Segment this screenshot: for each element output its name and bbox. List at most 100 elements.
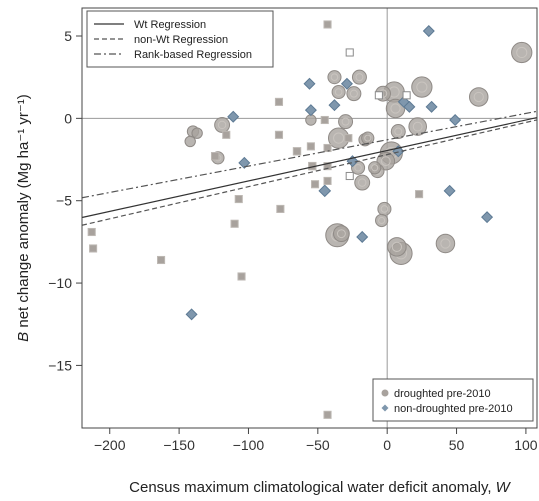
data-point [374, 91, 383, 100]
y-tick-label: −10 [48, 275, 72, 291]
data-point [230, 219, 239, 228]
data-point [415, 190, 424, 199]
x-tick-label: 50 [449, 437, 465, 453]
data-point-inner-ring [349, 89, 358, 98]
data-point [210, 152, 220, 161]
data-point [305, 114, 317, 126]
data-point [351, 69, 367, 85]
data-point-inner-ring [217, 120, 227, 130]
data-point-inner-ring [394, 127, 403, 136]
data-point [157, 255, 166, 265]
x-axis-ticks: −200 −150 −100 −50 0 50 100 [94, 428, 538, 453]
x-tick-label: −150 [163, 437, 195, 453]
data-point [310, 180, 320, 189]
data-point-inner-ring [380, 205, 389, 213]
y-tick-label: 5 [64, 28, 72, 44]
data-point-inner-ring [333, 132, 345, 144]
data-point [323, 20, 332, 29]
reference-lines [82, 8, 537, 428]
data-point [328, 99, 341, 112]
data-points [87, 20, 533, 419]
y-axis-ticks: −15 −10 −5 0 5 [48, 28, 82, 373]
data-point [234, 195, 243, 204]
x-tick-label: 100 [514, 437, 538, 453]
data-point-inner-ring [357, 178, 367, 187]
data-point [345, 171, 354, 181]
data-point [425, 100, 438, 113]
x-axis-title: Census maximum climatological water defi… [129, 479, 512, 496]
x-tick-label: −200 [94, 437, 126, 453]
data-point [323, 143, 332, 153]
legend-line-label: Wt Regression [134, 19, 206, 31]
data-point-inner-ring [391, 241, 403, 252]
x-tick-label: −50 [306, 437, 330, 453]
data-point [89, 244, 98, 253]
data-point-inner-ring [440, 238, 451, 249]
x-tick-label: 0 [383, 437, 391, 453]
data-point [222, 130, 231, 139]
data-point [318, 184, 332, 198]
data-point-inner-ring [380, 156, 391, 167]
data-point [392, 145, 405, 158]
data-point [238, 156, 251, 169]
legend-line-label: non-Wt Regression [134, 34, 228, 46]
data-point-inner-ring [355, 73, 364, 82]
data-point [237, 272, 246, 281]
y-tick-label: −5 [56, 193, 72, 209]
data-point [402, 91, 411, 100]
data-point [481, 211, 494, 224]
data-point [345, 48, 354, 57]
data-point [191, 127, 203, 139]
data-point [411, 76, 433, 98]
data-point-inner-ring [334, 88, 343, 96]
data-point [403, 100, 416, 113]
regression-lines [81, 110, 538, 226]
data-point [468, 87, 489, 107]
x-tick-label: −100 [233, 437, 265, 453]
data-point [344, 134, 353, 143]
data-point [449, 113, 462, 127]
data-point [354, 174, 371, 191]
data-point [368, 161, 382, 175]
data-point-inner-ring [354, 163, 362, 172]
data-point-inner-ring [371, 164, 379, 172]
legend-box [372, 378, 534, 422]
data-point [185, 308, 198, 321]
data-point-inner-ring [516, 46, 528, 59]
legend-group-label: droughted pre-2010 [394, 388, 491, 400]
data-point [443, 184, 456, 197]
y-tick-label: 0 [64, 110, 72, 126]
data-point-inner-ring [336, 229, 346, 239]
data-point [227, 110, 240, 123]
data-point-inner-ring [378, 216, 386, 225]
data-point [361, 131, 375, 145]
data-point-inner-ring [341, 117, 350, 126]
y-axis-title: B net change anomaly (Mg ha⁻¹ yr⁻¹) [15, 94, 32, 342]
data-point [387, 237, 407, 257]
regression-line-dashed [81, 119, 538, 226]
data-point [184, 135, 196, 148]
data-point [274, 97, 284, 106]
data-point [333, 225, 350, 243]
data-point-inner-ring [364, 134, 372, 142]
legend-regression: Wt Regression non-Wt Regression Rank-based… [86, 10, 274, 68]
legend-group-label: non-droughted pre-2010 [394, 403, 513, 415]
data-point [356, 230, 369, 243]
data-point [331, 84, 346, 100]
data-point [375, 213, 389, 228]
data-point-inner-ring [330, 73, 339, 81]
data-point [87, 227, 96, 237]
y-tick-label: −15 [48, 357, 72, 373]
data-point [292, 147, 302, 156]
legend-marker-circle [381, 389, 389, 397]
data-point [346, 86, 362, 102]
data-point [323, 410, 332, 419]
data-point-inner-ring [390, 103, 401, 114]
data-point [422, 25, 435, 38]
data-point [327, 70, 342, 85]
data-point-inner-ring [473, 91, 484, 103]
data-point [408, 117, 428, 136]
legend-line-label: Rank-based Regression [134, 49, 252, 61]
data-point [511, 41, 533, 64]
